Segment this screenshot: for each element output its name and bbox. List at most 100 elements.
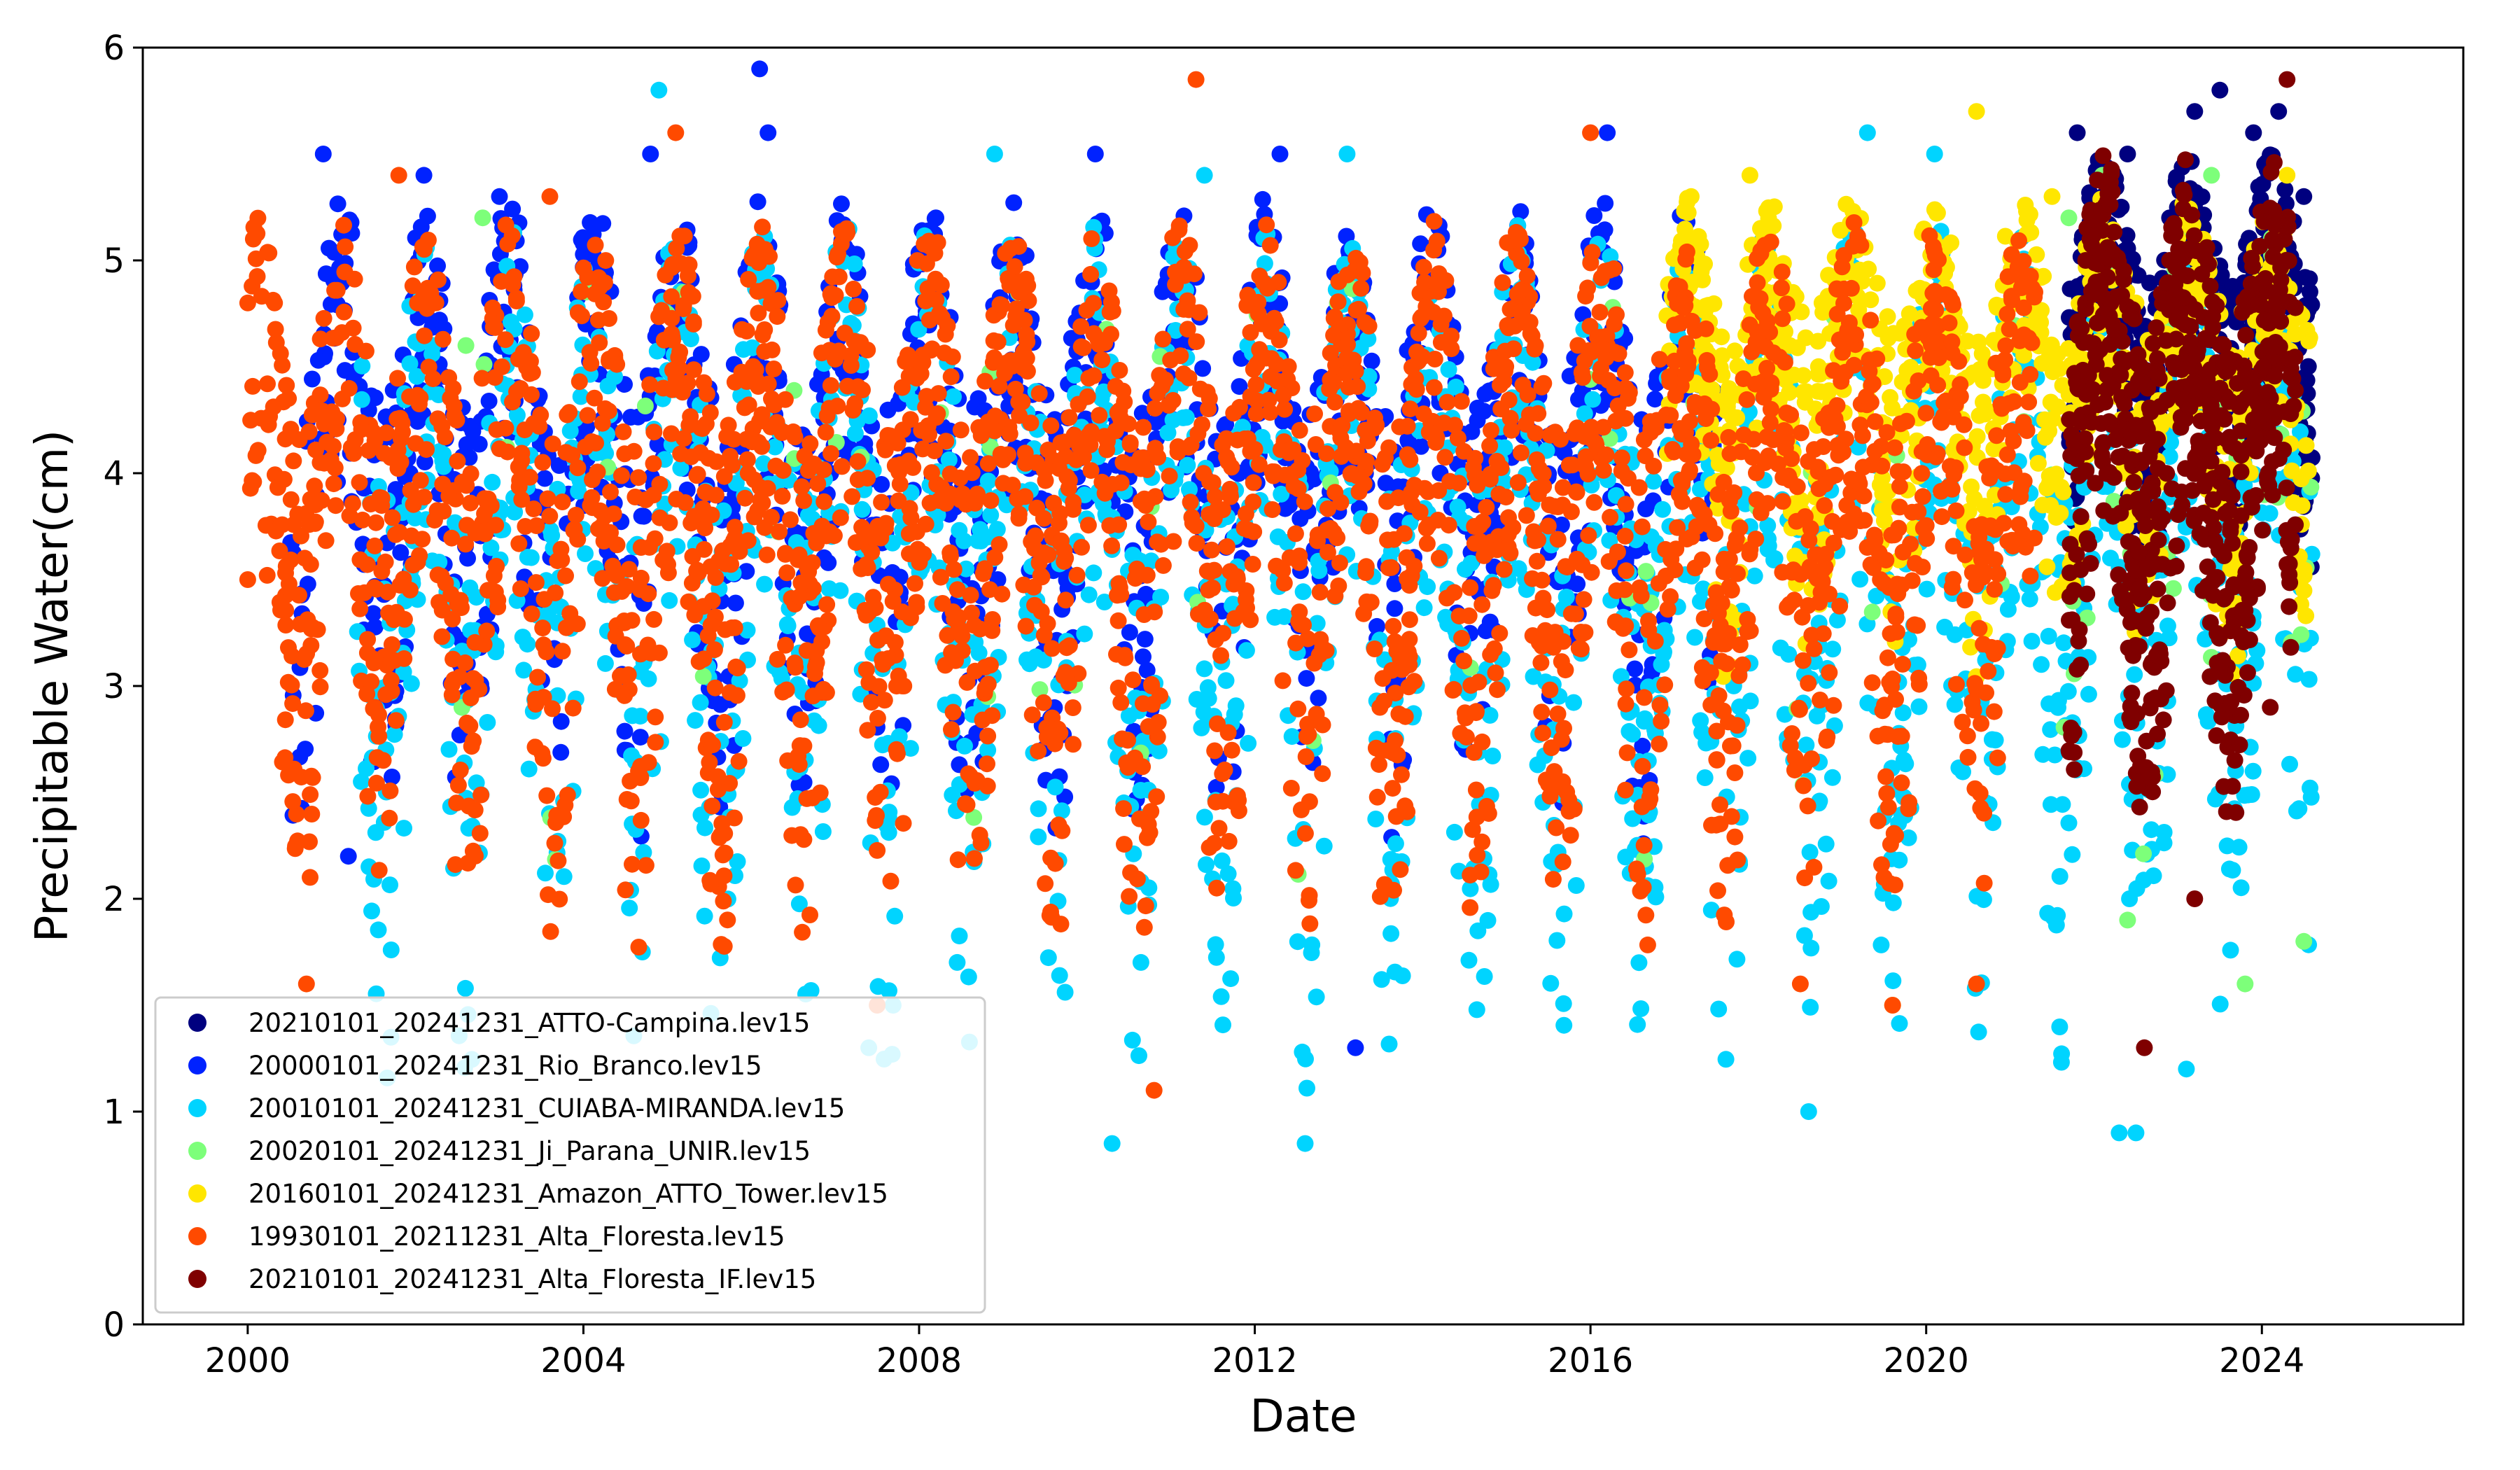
data-point bbox=[1296, 1135, 1314, 1152]
data-point bbox=[1900, 305, 1918, 323]
data-point bbox=[1962, 638, 1980, 656]
data-point bbox=[1968, 103, 1985, 120]
data-point bbox=[956, 737, 973, 755]
data-point bbox=[692, 346, 710, 363]
data-point bbox=[1147, 400, 1163, 417]
data-point bbox=[480, 393, 498, 410]
data-point bbox=[402, 675, 420, 692]
data-point bbox=[966, 850, 983, 867]
data-point bbox=[1133, 405, 1151, 422]
data-point bbox=[550, 457, 568, 474]
data-point bbox=[381, 809, 398, 827]
data-point bbox=[684, 547, 701, 565]
data-point bbox=[2295, 582, 2313, 599]
data-point bbox=[1597, 195, 1614, 212]
data-point bbox=[820, 580, 838, 597]
data-point bbox=[2295, 932, 2313, 950]
data-point bbox=[1976, 498, 1994, 515]
data-point bbox=[2042, 796, 2059, 813]
data-point bbox=[456, 979, 474, 997]
data-point bbox=[1031, 681, 1049, 699]
data-point bbox=[1247, 376, 1265, 393]
data-point bbox=[1007, 380, 1024, 398]
data-point bbox=[2303, 545, 2320, 563]
data-point bbox=[2102, 550, 2119, 567]
data-point bbox=[1021, 655, 1038, 673]
data-point bbox=[1080, 586, 1098, 603]
data-point bbox=[1079, 517, 1097, 534]
data-point bbox=[1795, 367, 1812, 384]
data-point bbox=[1973, 345, 1991, 363]
data-point bbox=[515, 662, 533, 679]
data-point bbox=[1179, 456, 1196, 474]
data-point bbox=[1368, 617, 1385, 635]
data-point bbox=[1718, 459, 1735, 477]
data-point bbox=[1040, 949, 1057, 967]
data-point bbox=[1709, 447, 1726, 464]
data-point bbox=[1795, 927, 1813, 944]
data-point bbox=[1188, 691, 1205, 708]
data-point bbox=[2068, 347, 2086, 365]
data-point bbox=[731, 672, 748, 690]
data-point bbox=[771, 664, 788, 681]
data-point bbox=[1066, 367, 1084, 384]
data-point bbox=[2023, 633, 2040, 650]
data-point bbox=[1474, 833, 1491, 850]
data-point bbox=[869, 710, 886, 727]
data-point bbox=[2232, 879, 2250, 897]
data-point bbox=[1315, 837, 1333, 855]
data-point bbox=[2135, 872, 2152, 889]
data-point bbox=[1283, 728, 1301, 746]
data-point bbox=[769, 650, 786, 668]
data-point bbox=[386, 726, 403, 743]
data-point bbox=[475, 356, 493, 373]
data-point bbox=[2295, 188, 2313, 205]
data-point bbox=[1665, 250, 1682, 267]
data-point bbox=[1634, 757, 1651, 775]
data-point bbox=[1478, 498, 1495, 516]
data-point bbox=[951, 522, 968, 539]
data-point bbox=[2021, 206, 2038, 223]
data-point bbox=[1394, 967, 1411, 984]
data-point bbox=[1834, 344, 1851, 361]
data-point bbox=[429, 257, 446, 274]
data-point bbox=[387, 712, 405, 729]
data-point bbox=[327, 497, 344, 514]
data-point bbox=[1686, 230, 1703, 247]
data-point bbox=[1786, 547, 1804, 565]
data-point bbox=[806, 712, 822, 729]
data-point bbox=[2119, 911, 2136, 929]
data-point bbox=[1446, 823, 1463, 841]
data-point bbox=[304, 370, 321, 388]
data-point bbox=[1198, 856, 1214, 874]
data-point bbox=[1271, 146, 1289, 162]
data-point bbox=[1462, 867, 1479, 884]
data-point bbox=[1226, 706, 1243, 723]
data-point bbox=[1902, 358, 1919, 376]
data-point bbox=[672, 459, 690, 477]
data-point bbox=[777, 636, 794, 654]
data-point bbox=[416, 454, 433, 470]
data-point bbox=[940, 451, 958, 468]
data-point bbox=[1196, 660, 1213, 678]
data-point bbox=[1367, 811, 1385, 827]
data-point bbox=[696, 907, 713, 925]
data-point bbox=[633, 507, 650, 525]
data-point bbox=[392, 544, 410, 561]
data-point bbox=[1273, 485, 1290, 503]
data-point bbox=[506, 503, 524, 521]
data-point bbox=[965, 808, 983, 826]
data-point bbox=[1468, 1001, 1485, 1018]
data-point bbox=[1430, 550, 1448, 567]
data-point bbox=[1633, 518, 1651, 536]
data-point bbox=[692, 694, 709, 711]
data-point bbox=[1926, 146, 1943, 162]
data-point bbox=[424, 345, 441, 363]
data-point bbox=[2186, 103, 2204, 120]
data-point bbox=[1565, 694, 1583, 711]
data-point bbox=[1617, 695, 1634, 713]
data-point bbox=[2300, 671, 2318, 688]
data-point bbox=[1181, 481, 1198, 498]
data-point bbox=[1425, 213, 1443, 230]
data-point bbox=[642, 146, 659, 162]
